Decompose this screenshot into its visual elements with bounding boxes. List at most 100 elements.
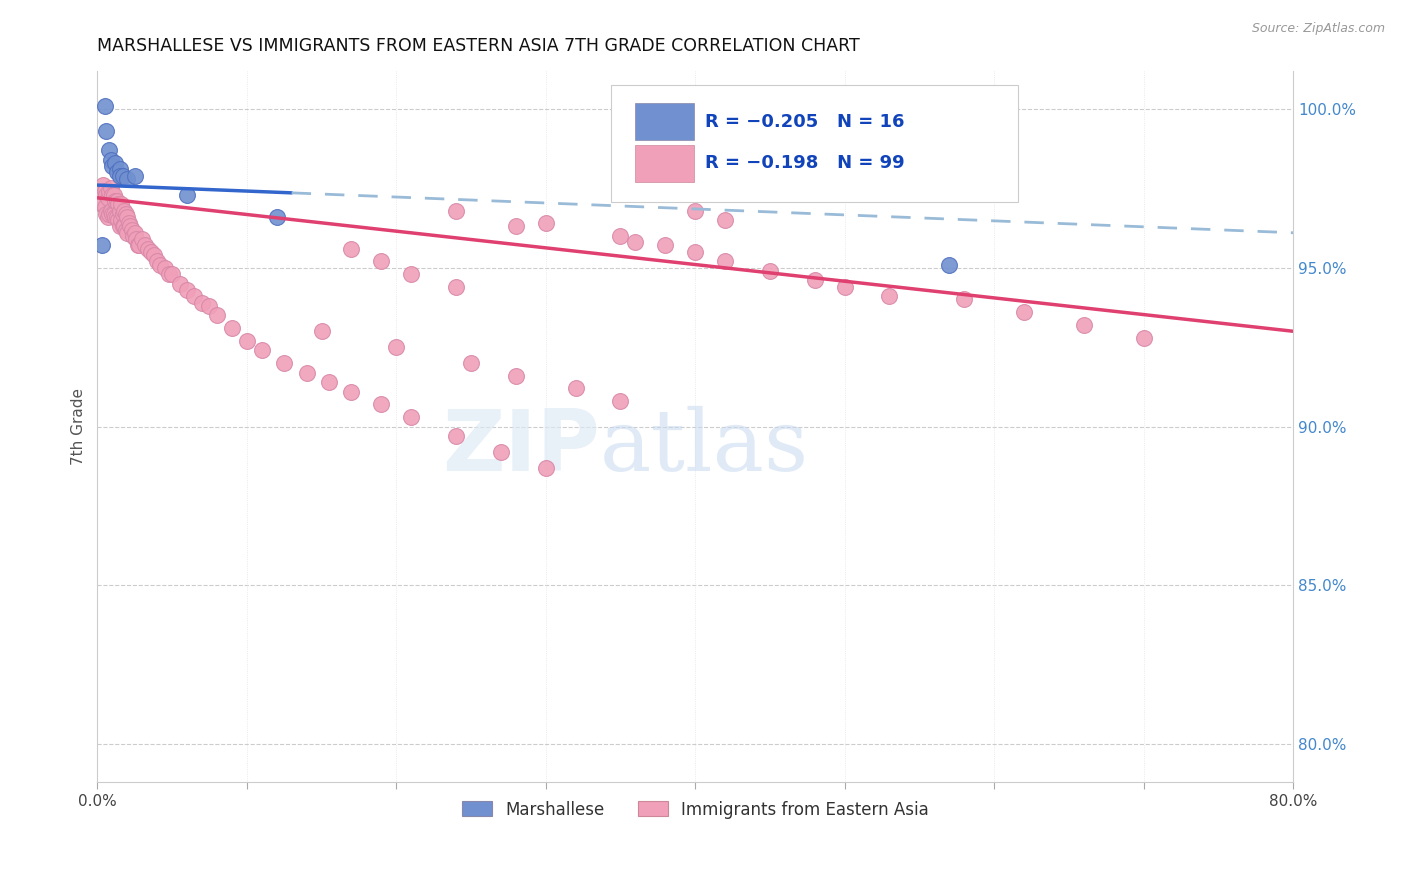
Point [127, 238, 149, 252]
Point [169, 277, 191, 291]
Point [834, 279, 856, 293]
Point [122, 229, 145, 244]
Point [115, 171, 138, 186]
Point [1012, 305, 1035, 319]
Point [176, 283, 198, 297]
Point [160, 267, 183, 281]
Point [121, 222, 143, 236]
Point [183, 289, 205, 303]
Point [108, 219, 131, 234]
Point [250, 343, 273, 358]
Point [879, 289, 901, 303]
Point [153, 260, 176, 275]
Point [108, 162, 131, 177]
Point [444, 279, 467, 293]
Point [108, 203, 131, 218]
Point [107, 197, 129, 211]
Point [90, 197, 112, 211]
Point [112, 219, 135, 234]
Point [134, 238, 156, 252]
Point [157, 267, 180, 281]
Point [938, 258, 960, 272]
Point [191, 295, 214, 310]
Point [97, 191, 120, 205]
Text: Source: ZipAtlas.com: Source: ZipAtlas.com [1251, 22, 1385, 36]
Point [112, 203, 135, 218]
Point [505, 219, 527, 234]
Point [609, 229, 631, 244]
FancyBboxPatch shape [636, 103, 695, 140]
Point [131, 232, 153, 246]
Legend: Marshallese, Immigrants from Eastern Asia: Marshallese, Immigrants from Eastern Asi… [456, 794, 935, 825]
Point [98, 143, 121, 157]
Point [176, 187, 198, 202]
Point [460, 356, 482, 370]
Point [105, 210, 128, 224]
Point [759, 264, 782, 278]
Point [143, 248, 166, 262]
Point [91, 178, 114, 193]
Point [105, 194, 128, 208]
Point [714, 254, 737, 268]
Point [221, 321, 243, 335]
Point [236, 334, 259, 348]
Point [100, 153, 122, 167]
Y-axis label: 7th Grade: 7th Grade [72, 388, 86, 465]
Point [111, 207, 134, 221]
Text: ZIP: ZIP [441, 407, 599, 490]
Point [96, 124, 118, 138]
Point [96, 207, 118, 221]
Point [101, 207, 124, 221]
Point [953, 293, 976, 307]
Point [370, 397, 392, 411]
Point [318, 375, 340, 389]
Point [96, 187, 118, 202]
Point [124, 226, 146, 240]
Point [624, 235, 647, 250]
Point [399, 267, 422, 281]
Point [104, 156, 127, 170]
Point [114, 222, 136, 236]
Point [97, 210, 120, 224]
Point [273, 356, 295, 370]
Point [114, 207, 136, 221]
Point [136, 242, 159, 256]
Point [101, 159, 124, 173]
Point [115, 210, 138, 224]
Point [118, 216, 141, 230]
Point [98, 207, 121, 221]
Point [110, 213, 132, 227]
Point [340, 384, 363, 399]
Point [108, 169, 131, 183]
Point [90, 238, 112, 252]
Point [101, 187, 124, 202]
Point [111, 169, 134, 183]
Point [90, 185, 112, 199]
Point [111, 219, 134, 234]
Point [311, 324, 333, 338]
Point [104, 210, 127, 224]
Point [103, 207, 125, 221]
Point [104, 194, 127, 208]
Point [107, 213, 129, 227]
Point [489, 445, 512, 459]
Point [385, 340, 408, 354]
Point [399, 410, 422, 425]
Point [266, 210, 288, 224]
Point [125, 232, 148, 246]
Point [370, 254, 392, 268]
Point [205, 309, 228, 323]
Point [534, 216, 557, 230]
Point [564, 381, 586, 395]
Point [98, 185, 121, 199]
Point [141, 244, 163, 259]
Point [103, 187, 125, 202]
Point [340, 242, 363, 256]
Point [505, 368, 527, 383]
Point [94, 200, 117, 214]
Point [120, 219, 142, 234]
Point [1132, 330, 1154, 344]
Point [714, 213, 737, 227]
Point [94, 98, 117, 112]
Point [534, 460, 557, 475]
